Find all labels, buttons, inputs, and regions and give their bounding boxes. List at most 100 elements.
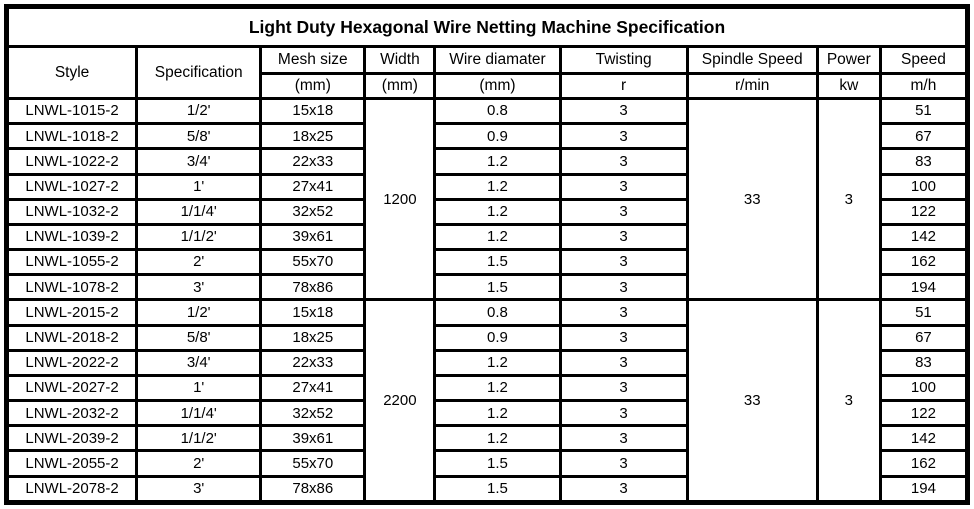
cell-twisting: 3 — [558, 96, 689, 126]
cell-speed: 67 — [878, 122, 970, 151]
cell-mesh-size: 55x70 — [259, 248, 367, 277]
cell-wire-diameter: 1.5 — [433, 248, 562, 277]
table-header: Light Duty Hexagonal Wire Netting Machin… — [4, 5, 970, 100]
cell-mesh-size: 27x41 — [259, 373, 367, 403]
cell-specification: 3/4' — [135, 348, 263, 377]
col-header-power: Power — [815, 45, 882, 75]
table-row: LNWL-2078-2 3' 78x86 1.5 3 194 — [4, 474, 970, 505]
table-row: LNWL-1078-2 3' 78x86 1.5 3 194 — [4, 273, 970, 302]
cell-width-merged: 1200 — [363, 96, 437, 302]
col-header-wire-diameter: Wire diamater — [433, 45, 562, 75]
table-row: LNWL-2022-2 3/4' 22x33 1.2 3 83 — [4, 348, 970, 377]
cell-wire-diameter: 0.8 — [433, 96, 562, 126]
cell-style: LNWL-2027-2 — [4, 373, 139, 403]
cell-style: LNWL-1015-2 — [4, 96, 139, 126]
cell-speed: 100 — [878, 172, 970, 201]
cell-speed: 67 — [878, 323, 970, 352]
cell-twisting: 3 — [558, 298, 689, 327]
cell-wire-diameter: 0.9 — [433, 122, 562, 151]
cell-spindle-speed-merged: 33 — [685, 298, 819, 504]
col-header-spindle-speed: Spindle Speed — [685, 45, 819, 75]
col-unit-spindle-speed: r/min — [685, 72, 819, 100]
cell-mesh-size: 78x86 — [259, 474, 367, 505]
cell-style: LNWL-1078-2 — [4, 273, 139, 302]
col-header-mesh-size: Mesh size — [259, 45, 367, 75]
cell-speed: 162 — [878, 248, 970, 277]
cell-specification: 5/8' — [135, 122, 263, 151]
cell-specification: 1' — [135, 373, 263, 403]
col-unit-width: (mm) — [363, 72, 437, 100]
page-title: Light Duty Hexagonal Wire Netting Machin… — [5, 5, 969, 48]
cell-specification: 1/2' — [135, 96, 263, 126]
cell-specification: 3' — [135, 273, 263, 302]
cell-mesh-size: 39x61 — [259, 424, 367, 453]
cell-wire-diameter: 1.5 — [433, 474, 562, 505]
cell-twisting: 3 — [558, 197, 689, 226]
cell-wire-diameter: 1.2 — [433, 348, 562, 377]
cell-style: LNWL-2039-2 — [4, 424, 139, 453]
cell-speed: 122 — [878, 399, 970, 428]
cell-speed: 162 — [878, 449, 970, 478]
cell-speed: 51 — [878, 298, 970, 327]
col-header-specification: Specification — [135, 45, 263, 100]
cell-twisting: 3 — [558, 373, 689, 403]
cell-wire-diameter: 1.2 — [433, 399, 562, 428]
col-header-twisting: Twisting — [558, 45, 689, 75]
cell-speed: 122 — [878, 197, 970, 226]
cell-style: LNWL-2078-2 — [4, 474, 139, 505]
cell-speed: 142 — [878, 222, 970, 252]
cell-style: LNWL-1055-2 — [4, 248, 139, 277]
cell-specification: 1' — [135, 172, 263, 201]
col-unit-twisting: r — [558, 72, 689, 100]
table-row: LNWL-1015-2 1/2' 15x18 1200 0.8 3 33 3 51 — [4, 96, 970, 302]
cell-mesh-size: 22x33 — [259, 147, 367, 176]
table-body: LNWL-1015-2 1/2' 15x18 1200 0.8 3 33 3 51 LNWL-10… — [4, 96, 970, 505]
cell-width-merged: 2200 — [363, 298, 437, 504]
cell-mesh-size: 32x52 — [259, 197, 367, 226]
cell-speed: 100 — [878, 373, 970, 403]
table-row: LNWL-2018-2 5/8' 18x25 0.9 3 67 — [4, 323, 970, 352]
cell-twisting: 3 — [558, 348, 689, 377]
table-row: LNWL-1055-2 2' 55x70 1.5 3 162 — [4, 248, 970, 277]
cell-specification: 2' — [135, 449, 263, 478]
cell-wire-diameter: 0.8 — [433, 298, 562, 327]
cell-wire-diameter: 1.5 — [433, 273, 562, 302]
col-unit-mesh-size: (mm) — [259, 72, 367, 100]
cell-spindle-speed-merged: 33 — [685, 96, 819, 302]
cell-twisting: 3 — [558, 449, 689, 478]
cell-style: LNWL-2032-2 — [4, 399, 139, 428]
col-header-style: Style — [4, 45, 139, 100]
cell-speed: 51 — [878, 96, 970, 126]
cell-speed: 83 — [878, 147, 970, 176]
col-unit-wire-diameter: (mm) — [433, 72, 562, 100]
cell-specification: 1/1/2' — [135, 222, 263, 252]
cell-style: LNWL-2055-2 — [4, 449, 139, 478]
cell-style: LNWL-1022-2 — [4, 147, 139, 176]
cell-style: LNWL-1018-2 — [4, 122, 139, 151]
cell-style: LNWL-2018-2 — [4, 323, 139, 352]
cell-mesh-size: 55x70 — [259, 449, 367, 478]
cell-wire-diameter: 1.5 — [433, 449, 562, 478]
cell-style: LNWL-1039-2 — [4, 222, 139, 252]
table-row: LNWL-1027-2 1' 27x41 1.2 3 100 — [4, 172, 970, 201]
col-unit-power: kw — [815, 72, 882, 100]
cell-wire-diameter: 1.2 — [433, 373, 562, 403]
cell-power-merged: 3 — [815, 96, 882, 302]
spec-table: Light Duty Hexagonal Wire Netting Machin… — [4, 4, 970, 505]
cell-wire-diameter: 1.2 — [433, 424, 562, 453]
table-row: LNWL-2055-2 2' 55x70 1.5 3 162 — [4, 449, 970, 478]
table-row: LNWL-2039-2 1/1/2' 39x61 1.2 3 142 — [4, 424, 970, 453]
cell-specification: 3/4' — [135, 147, 263, 176]
cell-wire-diameter: 0.9 — [433, 323, 562, 352]
col-header-speed: Speed — [878, 45, 970, 75]
header-name-row: Style Specification Mesh size Width Wire… — [4, 45, 970, 100]
cell-mesh-size: 18x25 — [259, 122, 367, 151]
cell-style: LNWL-2015-2 — [4, 298, 139, 327]
col-header-width: Width — [363, 45, 437, 75]
cell-twisting: 3 — [558, 147, 689, 176]
cell-wire-diameter: 1.2 — [433, 222, 562, 252]
cell-specification: 1/1/2' — [135, 424, 263, 453]
cell-speed: 83 — [878, 348, 970, 377]
cell-style: LNWL-1032-2 — [4, 197, 139, 226]
